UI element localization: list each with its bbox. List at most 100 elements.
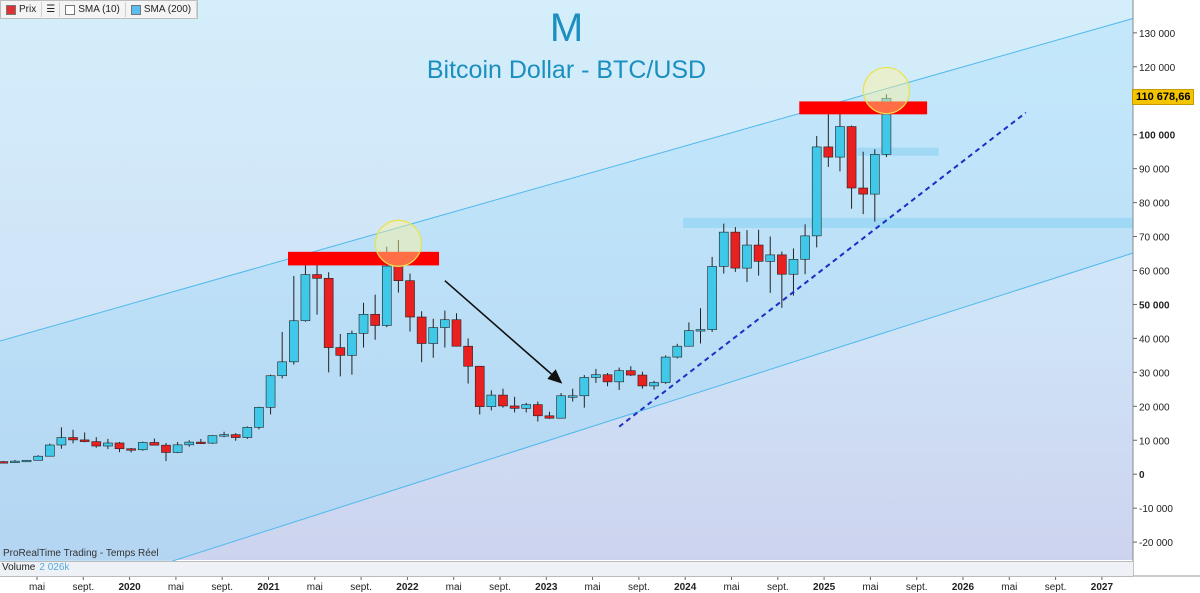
- candle-body-2024-07: [765, 254, 776, 262]
- source-label: ProRealTime Trading - Temps Réel: [3, 548, 159, 559]
- chart-legend: Prix ☰ SMA (10) SMA (200): [0, 0, 199, 19]
- candle-2022-01: [416, 311, 427, 363]
- candle-2024-06: [753, 229, 764, 276]
- candle-2020-02: [149, 438, 160, 446]
- candle-2020-09: [230, 433, 241, 441]
- candle-body-2022-07: [486, 394, 497, 407]
- candle-body-2019-12: [126, 448, 136, 451]
- candle-body-2020-11: [254, 407, 264, 428]
- y-tick-label: -20 000: [1139, 538, 1173, 549]
- candle-body-2020-03: [161, 444, 171, 453]
- candle-body-2025-01: [835, 126, 845, 158]
- x-tick-label: 2022: [396, 582, 419, 593]
- y-tick-label: 90 000: [1139, 165, 1170, 176]
- x-tick-label: 2023: [535, 582, 558, 593]
- support-zone-2: [857, 147, 939, 156]
- x-tick-label: mai: [446, 582, 462, 593]
- candle-body-2021-05: [323, 278, 334, 348]
- legend-prix-swatch: [6, 4, 16, 15]
- y-tick-label: 30 000: [1139, 368, 1170, 379]
- candle-body-2022-10: [521, 404, 532, 409]
- candle-2021-03: [300, 264, 311, 322]
- candle-2020-07: [207, 435, 218, 444]
- candle-2019-01: [0, 460, 9, 464]
- candle-2019-12: [126, 448, 136, 453]
- x-tick-label: sept.: [1045, 582, 1067, 593]
- y-tick-label: 50 000: [1139, 300, 1170, 311]
- x-tick-label: mai: [1001, 582, 1017, 593]
- candle-body-2019-06: [56, 437, 67, 446]
- volume-value: 2 026k: [39, 562, 70, 573]
- candle-body-2023-09: [649, 382, 659, 387]
- candle-2020-01: [137, 441, 148, 451]
- x-tick-label: sept.: [72, 582, 94, 593]
- time-axis-background: [0, 576, 1200, 593]
- candle-2023-05: [602, 373, 613, 387]
- candle-2023-02: [567, 388, 578, 402]
- candle-2019-02: [10, 459, 20, 463]
- candle-2023-04: [591, 368, 601, 383]
- candle-body-2022-11: [533, 404, 543, 417]
- legend-sma200[interactable]: SMA (200): [126, 2, 198, 17]
- candle-2021-09: [370, 294, 380, 340]
- candle-body-2020-08: [219, 434, 229, 437]
- candle-body-2023-04: [591, 374, 601, 378]
- candle-body-2025-02: [846, 126, 857, 189]
- downtrend-arrow: [444, 280, 563, 384]
- legend-sma10-label: SMA (10): [78, 4, 120, 15]
- legend-prix-label: Prix: [19, 4, 37, 15]
- candle-2020-08: [219, 431, 229, 438]
- candle-2023-12: [684, 322, 694, 347]
- candle-2022-05: [463, 338, 473, 384]
- y-tick-label: 20 000: [1139, 402, 1170, 413]
- legend-sma10[interactable]: SMA (10): [60, 2, 126, 17]
- candle-2019-09: [91, 437, 102, 448]
- candle-body-2021-01: [277, 361, 287, 377]
- candle-2021-07: [347, 330, 357, 375]
- candle-body-2020-10: [242, 427, 253, 438]
- candle-2022-11: [533, 401, 543, 422]
- candle-body-2020-05: [184, 441, 195, 446]
- x-tick-label: 2021: [257, 582, 280, 593]
- candle-2021-12: [405, 273, 415, 332]
- volume-panel[interactable]: Volume 2 026k: [0, 561, 1133, 577]
- candle-2024-09: [788, 248, 799, 296]
- y-tick-label: 130 000: [1139, 29, 1176, 40]
- candle-2025-04: [870, 149, 880, 222]
- candle-2022-08: [498, 388, 508, 408]
- y-tick-label: 80 000: [1139, 199, 1170, 210]
- x-tick-label: 2027: [1091, 582, 1114, 593]
- candle-body-2022-12: [544, 415, 555, 419]
- chart-title: Bitcoin Dollar - BTC/USD: [426, 56, 707, 84]
- candle-2024-03: [718, 223, 729, 274]
- candle-body-2021-09: [370, 313, 380, 326]
- candle-body-2020-01: [137, 442, 148, 451]
- candle-2022-10: [521, 402, 532, 413]
- candle-2024-08: [777, 251, 787, 308]
- candle-2024-04: [730, 227, 741, 272]
- legend-sma200-swatch: [130, 4, 141, 15]
- legend-prix[interactable]: Prix: [1, 2, 43, 17]
- x-tick-label: mai: [307, 582, 323, 593]
- x-tick-label: sept.: [767, 582, 789, 593]
- candle-2024-01: [695, 308, 706, 344]
- candle-body-2024-02: [707, 266, 717, 330]
- timeframe-letter: M: [549, 6, 584, 50]
- candle-2024-11: [811, 136, 822, 248]
- candle-body-2021-12: [405, 280, 415, 318]
- candle-2023-03: [579, 375, 590, 408]
- candle-2023-10: [660, 355, 671, 384]
- candle-body-2022-06: [474, 365, 485, 407]
- y-tick-label: 70 000: [1139, 233, 1170, 244]
- candle-2020-04: [172, 441, 183, 454]
- candle-2023-11: [672, 343, 683, 359]
- candle-body-2020-04: [172, 444, 183, 453]
- candle-2025-03: [858, 151, 868, 215]
- hamburger-menu-icon[interactable]: ☰: [42, 2, 61, 17]
- candle-2023-08: [637, 371, 648, 389]
- candle-2019-08: [79, 432, 90, 443]
- candle-2024-02: [707, 256, 717, 332]
- candle-2023-01: [556, 393, 566, 419]
- candle-body-2021-02: [289, 320, 299, 363]
